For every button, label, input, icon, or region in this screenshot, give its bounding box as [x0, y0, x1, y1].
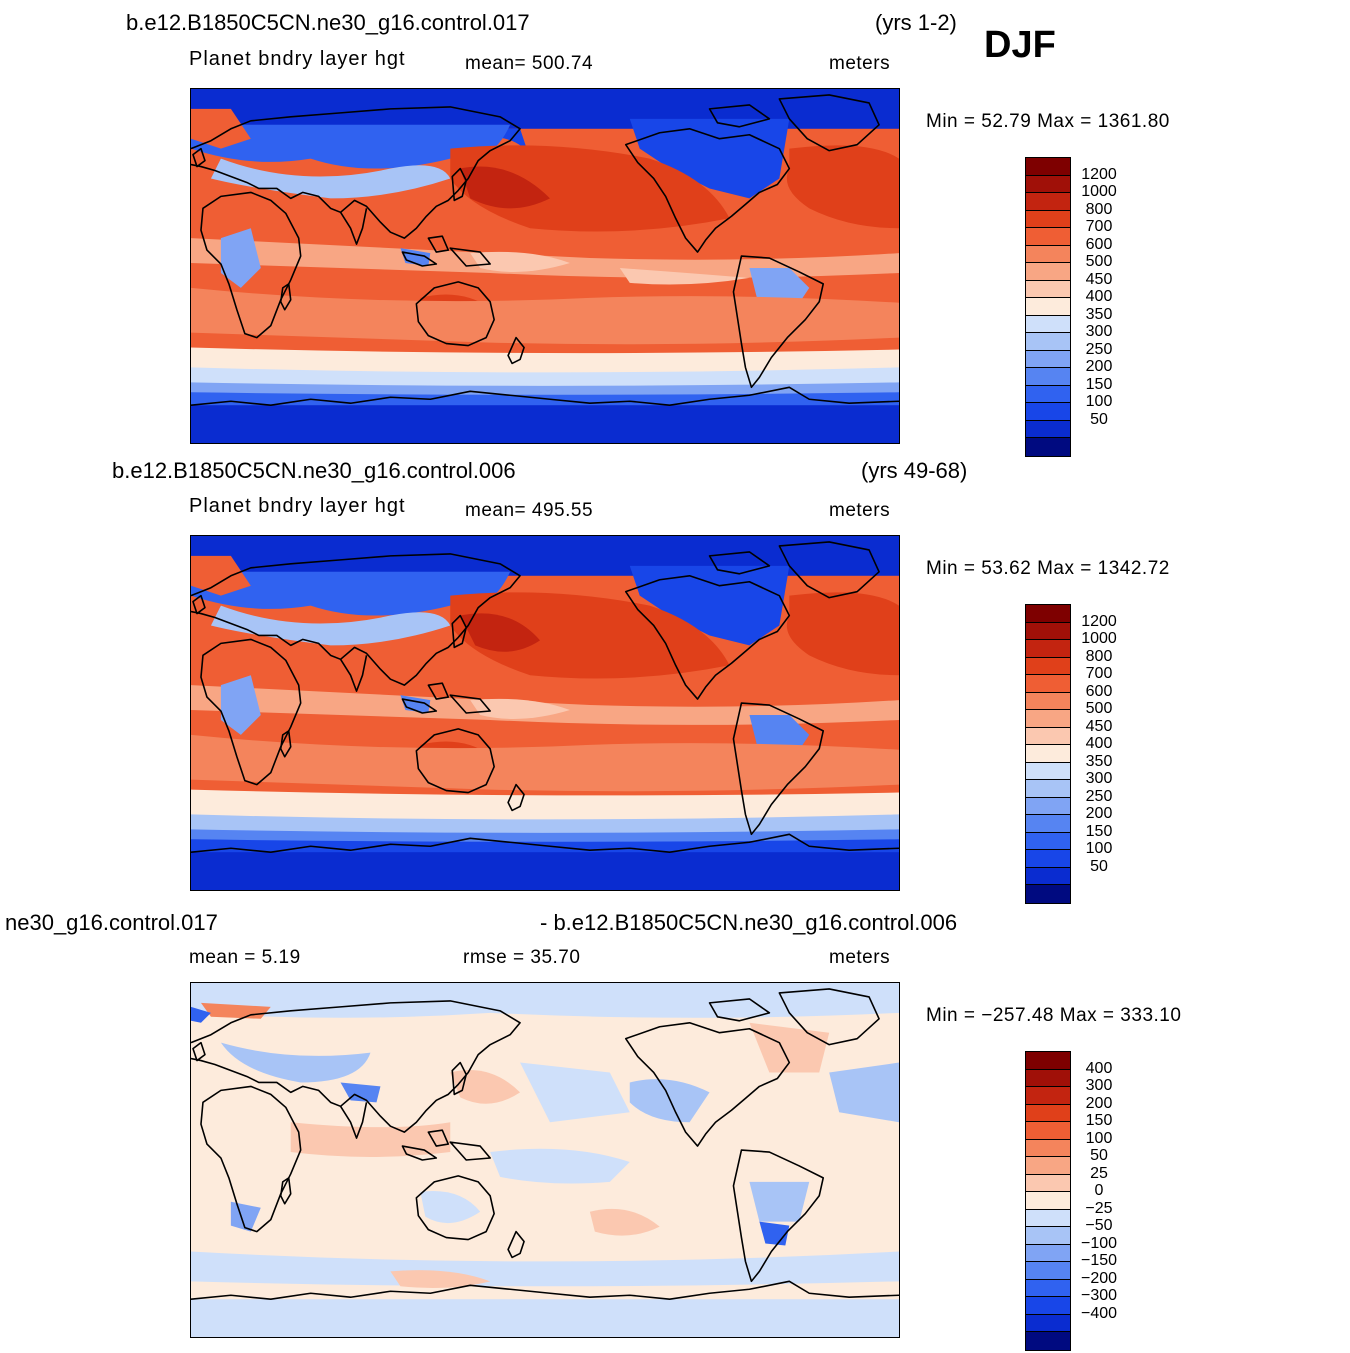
colorbar-label: 450: [1085, 270, 1113, 288]
panel2-variable-label: Planet bndry layer hgt: [189, 495, 406, 517]
colorbar-label: 500: [1085, 700, 1113, 717]
panel3-units: meters: [829, 947, 891, 968]
colorbar-label: 700: [1085, 218, 1113, 235]
panel2-mean: mean= 495.55: [465, 500, 594, 521]
panel1-units: meters: [829, 53, 891, 74]
colorbar-label: 200: [1085, 358, 1113, 375]
colorbar-label: 50: [1090, 857, 1108, 875]
colorbar-label: 1200: [1081, 612, 1117, 630]
colorbar-label: −300: [1080, 1287, 1118, 1304]
panel2-colorbar: [1025, 604, 1071, 904]
panel3-case-left: ne30_g16.control.017: [5, 910, 218, 935]
panel2-map: [190, 535, 900, 891]
colorbar-label: −150: [1080, 1252, 1118, 1269]
colorbar-label: 150: [1085, 1112, 1113, 1129]
panel3-case-right: - b.e12.B1850C5CN.ne30_g16.control.006: [540, 910, 958, 935]
colorbar-label: 400: [1085, 1059, 1113, 1077]
colorbar-label: 600: [1085, 235, 1113, 253]
colorbar-label: 450: [1085, 717, 1113, 735]
colorbar-label: 250: [1085, 787, 1113, 805]
panel1-years: (yrs 1-2): [875, 10, 957, 35]
panel3-minmax: Min = −257.48 Max = 333.10: [926, 1005, 1182, 1026]
panel3-colorbar: [1025, 1051, 1071, 1351]
colorbar-label: 50: [1090, 1147, 1108, 1164]
panel3-map: [190, 982, 900, 1338]
colorbar-label: 100: [1085, 1129, 1113, 1147]
colorbar-label: −25: [1085, 1199, 1113, 1217]
colorbar-label: 150: [1085, 822, 1113, 840]
colorbar-label: 500: [1085, 253, 1113, 270]
colorbar-label: −200: [1080, 1269, 1118, 1287]
colorbar-label: 800: [1085, 647, 1113, 665]
panel3-rmse: rmse = 35.70: [463, 947, 581, 968]
colorbar-label: 200: [1085, 1094, 1113, 1112]
colorbar-label: 300: [1085, 1077, 1113, 1094]
panel3-mean: mean = 5.19: [189, 947, 301, 968]
panel1-colorbar: [1025, 157, 1071, 457]
panel2-case-title: b.e12.B1850C5CN.ne30_g16.control.006: [112, 458, 516, 483]
panel1-variable-label: Planet bndry layer hgt: [189, 48, 406, 70]
colorbar-label: 50: [1090, 410, 1108, 428]
panel2-years: (yrs 49-68): [861, 458, 968, 483]
colorbar-label: −400: [1080, 1304, 1118, 1322]
colorbar-label: 1000: [1081, 183, 1117, 200]
colorbar-label: 0: [1094, 1182, 1104, 1199]
panel2-units: meters: [829, 500, 891, 521]
colorbar-label: 300: [1085, 323, 1113, 340]
colorbar-label: 700: [1085, 665, 1113, 682]
colorbar-label: 200: [1085, 805, 1113, 822]
panel2-minmax: Min = 53.62 Max = 1342.72: [926, 558, 1170, 579]
colorbar-label: 100: [1085, 840, 1113, 857]
colorbar-label: 1200: [1081, 165, 1117, 183]
season-label: DJF: [984, 24, 1056, 66]
colorbar-label: −100: [1080, 1234, 1118, 1252]
colorbar-label: 350: [1085, 305, 1113, 323]
colorbar-label: 300: [1085, 770, 1113, 787]
colorbar-label: 1000: [1081, 630, 1117, 647]
panel1-minmax: Min = 52.79 Max = 1361.80: [926, 111, 1170, 132]
colorbar-label: 25: [1090, 1164, 1108, 1182]
panel1-case-title: b.e12.B1850C5CN.ne30_g16.control.017: [126, 10, 530, 35]
panel1-map: [190, 88, 900, 444]
colorbar-label: 100: [1085, 393, 1113, 410]
colorbar-label: 800: [1085, 200, 1113, 218]
colorbar-label: 150: [1085, 375, 1113, 393]
panel1-mean: mean= 500.74: [465, 53, 594, 74]
colorbar-label: 350: [1085, 752, 1113, 770]
colorbar-label: −50: [1085, 1217, 1113, 1234]
colorbar-label: 250: [1085, 340, 1113, 358]
colorbar-label: 400: [1085, 735, 1113, 752]
colorbar-label: 400: [1085, 288, 1113, 305]
colorbar-label: 600: [1085, 682, 1113, 700]
